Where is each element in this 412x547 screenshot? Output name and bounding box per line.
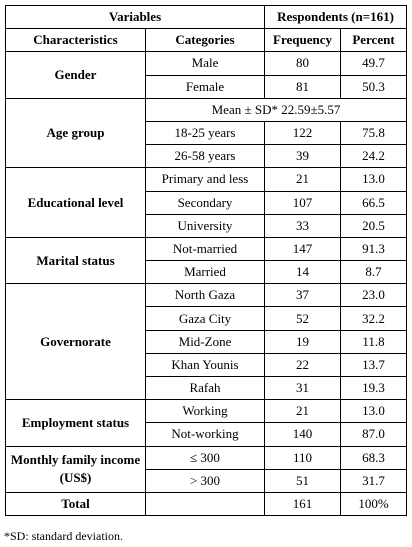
percent-cell: 31.7 [340, 468, 407, 493]
educational-level-label: Educational level [5, 167, 146, 238]
category-cell: Rafah [145, 375, 265, 401]
table-row: Rafah 31 19.3 [6, 375, 407, 401]
category-cell: Working [145, 399, 265, 424]
age-mean-sd: Mean ± SD* 22.59±5.57 [145, 97, 407, 122]
percent-cell: 50.3 [340, 74, 407, 99]
percent-cell: 32.2 [340, 306, 407, 331]
table-row: Age group Mean ± SD* 22.59±5.57 [5, 97, 407, 169]
percent-cell: 49.7 [340, 51, 407, 76]
percent-cell: 13.0 [340, 399, 407, 424]
table-row: 26-58 years 39 24.2 [6, 144, 407, 169]
table-row: Monthly family income (US$) ≤ 300 110 68… [5, 445, 407, 493]
table-row: Female 81 50.3 [6, 74, 407, 99]
category-cell: Female [145, 74, 265, 99]
age-group-label: Age group [5, 97, 146, 169]
category-cell: Male [145, 51, 265, 76]
frequency-header: Frequency [264, 28, 341, 53]
monthly-income-label: Monthly family income (US$) [5, 445, 146, 493]
categories-header: Categories [145, 28, 265, 53]
category-cell: Not-married [145, 236, 265, 262]
table-row: Mid-Zone 19 11.8 [6, 329, 407, 354]
table-row: Married 14 8.7 [6, 260, 407, 285]
frequency-cell: 147 [264, 236, 341, 262]
header-row-1: Variables Respondents (n=161) [5, 4, 407, 30]
category-cell: 26-58 years [145, 144, 265, 169]
category-cell: Primary and less [145, 167, 265, 192]
frequency-cell: 51 [264, 468, 341, 493]
header-row-2: Characteristics Categories Frequency Per… [5, 28, 407, 53]
frequency-cell: 81 [264, 74, 341, 99]
percent-cell: 19.3 [340, 375, 407, 401]
table-row: Not-working 140 87.0 [6, 422, 407, 447]
table-row: University 33 20.5 [6, 213, 407, 238]
table-row: Khan Younis 22 13.7 [6, 352, 407, 378]
category-cell: University [145, 213, 265, 238]
table-row: Gaza City 52 32.2 [6, 306, 407, 331]
total-row: Total 161 100% [5, 491, 407, 517]
frequency-cell: 21 [264, 167, 341, 192]
total-category-cell [145, 491, 265, 517]
frequency-cell: 22 [264, 352, 341, 378]
frequency-cell: 33 [264, 213, 341, 238]
total-label: Total [5, 491, 146, 517]
frequency-cell: 122 [264, 120, 341, 146]
frequency-cell: 21 [264, 399, 341, 424]
percent-cell: 20.5 [340, 213, 407, 238]
frequency-cell: 19 [264, 329, 341, 354]
variables-header: Variables [5, 4, 265, 30]
frequency-cell: 140 [264, 422, 341, 447]
frequency-cell: 31 [264, 375, 341, 401]
category-cell: Secondary [145, 190, 265, 215]
frequency-cell: 110 [264, 445, 341, 470]
category-cell: North Gaza [145, 283, 265, 308]
frequency-cell: 39 [264, 144, 341, 169]
table-row: Governorate North Gaza 37 23.0 [5, 283, 407, 401]
table-row: Employment status Working 21 13.0 [5, 399, 407, 447]
marital-status-label: Marital status [5, 236, 146, 285]
frequency-cell: 107 [264, 190, 341, 215]
footnote: *SD: standard deviation. [4, 529, 123, 543]
percent-cell: 75.8 [340, 120, 407, 146]
frequency-cell: 37 [264, 283, 341, 308]
gender-label: Gender [5, 51, 146, 99]
percent-header: Percent [340, 28, 407, 53]
total-percent: 100% [340, 491, 407, 517]
category-cell: Not-working [145, 422, 265, 447]
percent-cell: 11.8 [340, 329, 407, 354]
category-cell: Mid-Zone [145, 329, 265, 354]
governorate-label: Governorate [5, 283, 146, 401]
category-cell: Khan Younis [145, 352, 265, 378]
percent-cell: 91.3 [340, 236, 407, 262]
frequency-cell: 80 [264, 51, 341, 76]
category-cell: > 300 [145, 468, 265, 493]
category-cell: ≤ 300 [145, 445, 265, 470]
percent-cell: 23.0 [340, 283, 407, 308]
frequency-cell: 52 [264, 306, 341, 331]
percent-cell: 66.5 [340, 190, 407, 215]
frequency-cell: 14 [264, 260, 341, 285]
table-row: Secondary 107 66.5 [6, 190, 407, 215]
demographics-table: Variables Respondents (n=161) Characteri… [5, 4, 407, 517]
table-row: Marital status Not-married 147 91.3 [5, 236, 407, 285]
table-row: Gender Male 80 49.7 [5, 51, 407, 99]
table-row: Educational level Primary and less 21 13… [5, 167, 407, 238]
category-cell: 18-25 years [145, 120, 265, 146]
percent-cell: 13.0 [340, 167, 407, 192]
total-frequency: 161 [264, 491, 341, 517]
percent-cell: 8.7 [340, 260, 407, 285]
employment-status-label: Employment status [5, 399, 146, 447]
percent-cell: 68.3 [340, 445, 407, 470]
table-row: 18-25 years 122 75.8 [6, 120, 407, 146]
percent-cell: 87.0 [340, 422, 407, 447]
category-cell: Gaza City [145, 306, 265, 331]
percent-cell: 24.2 [340, 144, 407, 169]
characteristics-header: Characteristics [5, 28, 146, 53]
respondents-header: Respondents (n=161) [264, 4, 407, 30]
category-cell: Married [145, 260, 265, 285]
percent-cell: 13.7 [340, 352, 407, 378]
